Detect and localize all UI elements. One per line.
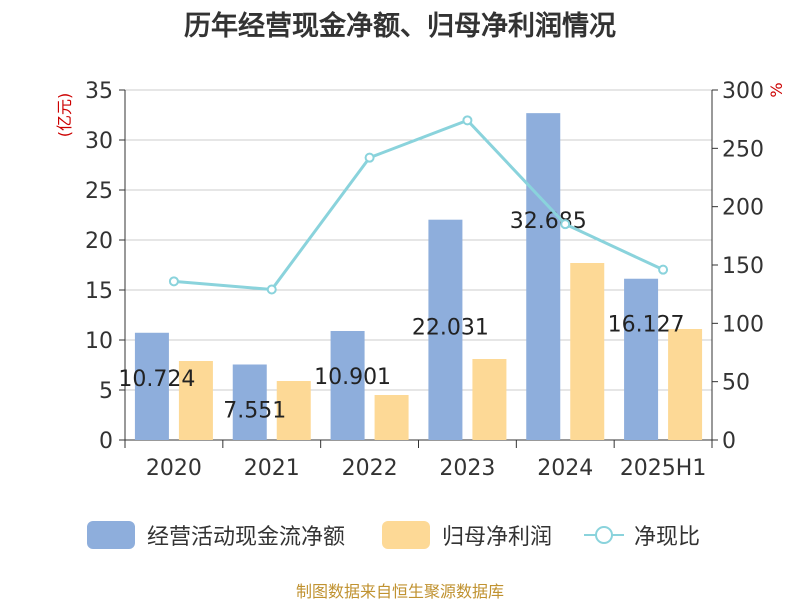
left-axis-tick-label: 35 <box>85 79 113 104</box>
bar-operating-cash-flow <box>330 330 365 440</box>
legend-label-net-profit: 归母净利润 <box>442 525 553 550</box>
line-point-cash-ratio <box>364 152 375 163</box>
bar-data-label: 32.685 <box>510 209 587 234</box>
bar-net-profit <box>472 359 507 440</box>
legend-item-net-profit[interactable]: 归母净利润 <box>382 517 552 553</box>
bar-operating-cash-flow <box>526 113 561 441</box>
bar-operating-cash-flow <box>134 332 169 440</box>
x-axis-tick-label: 2020 <box>146 456 202 481</box>
right-axis-tick-label: 300 <box>722 79 764 104</box>
x-axis-tick-label: 2022 <box>342 456 398 481</box>
line-point-cash-ratio <box>168 276 179 287</box>
right-axis-tick-label: 250 <box>722 137 764 162</box>
right-axis-tick-label: 0 <box>722 429 736 454</box>
left-axis-unit: (亿元) <box>55 93 74 138</box>
legend: 经营活动现金流净额 归母净利润 净现比 <box>0 517 800 553</box>
left-axis-tick-label: 10 <box>85 329 113 354</box>
left-axis-tick-label: 0 <box>99 429 113 454</box>
x-axis-tick-label: 2023 <box>439 456 495 481</box>
left-axis-tick-label: 5 <box>99 379 113 404</box>
left-axis-tick-label: 30 <box>85 129 113 154</box>
legend-label-cash-ratio: 净现比 <box>634 525 701 550</box>
legend-swatch-line <box>584 521 624 549</box>
line-point-cash-ratio <box>560 219 571 230</box>
bar-data-label: 7.551 <box>223 398 286 423</box>
bar-operating-cash-flow <box>624 278 659 440</box>
legend-item-cash-ratio[interactable]: 净现比 <box>584 517 700 553</box>
bar-data-label: 10.901 <box>314 365 391 390</box>
x-axis-tick-label: 2021 <box>244 456 300 481</box>
right-axis-tick-label: 50 <box>722 371 750 396</box>
right-axis-tick-label: 200 <box>722 196 764 221</box>
bar-data-label: 10.724 <box>118 367 195 392</box>
line-point-cash-ratio <box>462 115 473 126</box>
x-axis-tick-label: 2025H1 <box>620 456 707 481</box>
left-axis-tick-label: 20 <box>85 229 113 254</box>
legend-swatch-bar2 <box>382 521 430 549</box>
right-axis-tick-label: 150 <box>722 254 764 279</box>
bar-operating-cash-flow <box>428 219 463 440</box>
left-axis-tick-label: 25 <box>85 179 113 204</box>
right-axis-unit: % <box>767 82 786 97</box>
bar-data-label: 16.127 <box>608 313 685 338</box>
line-cash-ratio <box>173 118 664 292</box>
bar-net-profit <box>276 381 311 440</box>
bar-net-profit <box>570 263 605 440</box>
source-note: 制图数据来自恒生聚源数据库 <box>295 582 504 601</box>
x-axis-tick-label: 2024 <box>537 456 593 481</box>
bar-net-profit <box>374 395 409 440</box>
chart-title: 历年经营现金净额、归母净利润情况 <box>184 11 616 42</box>
legend-swatch-bar1 <box>87 521 135 549</box>
bar-operating-cash-flow <box>232 364 267 440</box>
legend-item-operating-cash-flow[interactable]: 经营活动现金流净额 <box>87 517 345 553</box>
bar-net-profit <box>178 361 213 440</box>
line-point-cash-ratio <box>266 284 277 295</box>
line-point-cash-ratio <box>658 264 669 275</box>
legend-label-operating-cash-flow: 经营活动现金流净额 <box>147 525 346 550</box>
bar-net-profit <box>668 329 703 440</box>
left-axis-tick-label: 15 <box>85 279 113 304</box>
bar-data-label: 22.031 <box>412 316 489 341</box>
right-axis-tick-label: 100 <box>722 312 764 337</box>
